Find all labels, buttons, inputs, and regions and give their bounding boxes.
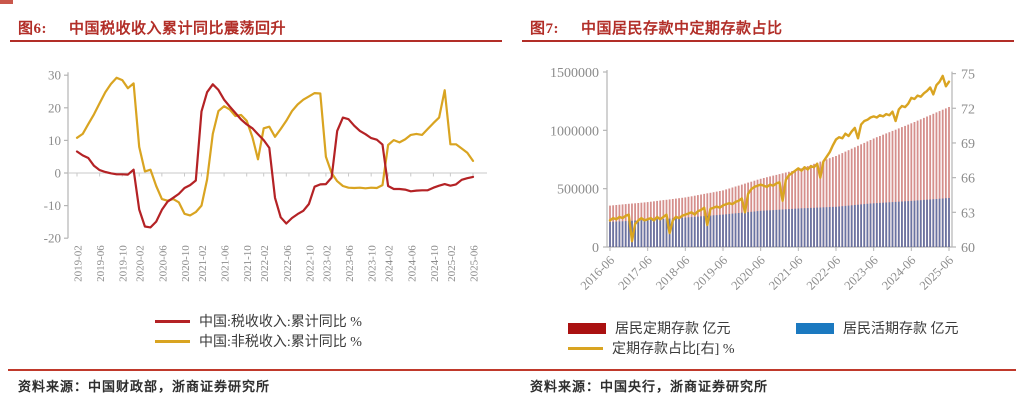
fig7-legend: 居民定期存款 亿元 居民活期存款 亿元 定期存款占比[右] % [568, 318, 1008, 358]
svg-text:2020-06: 2020-06 [157, 245, 169, 282]
figures-bottom-rule [8, 369, 1016, 371]
svg-text:2024-02: 2024-02 [384, 245, 396, 282]
svg-text:2025-06: 2025-06 [469, 245, 481, 282]
fig6-title-prefix: 图6: [18, 21, 47, 37]
page-corner-mark [0, 0, 13, 4]
svg-text:75: 75 [961, 68, 975, 83]
fig7-bar-line-chart: 0 500000 1000000 1500000 60 63 66 69 72 75 2016-06… [550, 66, 975, 293]
svg-text:2020-06: 2020-06 [728, 253, 767, 292]
svg-text:2023-02: 2023-02 [321, 245, 333, 282]
svg-text:72: 72 [961, 102, 975, 117]
svg-text:2024-10: 2024-10 [429, 245, 441, 282]
svg-text:63: 63 [961, 206, 975, 221]
svg-text:2019-10: 2019-10 [118, 245, 130, 282]
svg-text:2021-06: 2021-06 [220, 245, 232, 282]
svg-text:2019-02: 2019-02 [73, 245, 85, 282]
svg-text:2022-06: 2022-06 [804, 253, 843, 292]
fig6-legend-tax-line-swatch [155, 319, 190, 323]
fig6-title-rule [10, 40, 502, 42]
svg-text:2019-06: 2019-06 [691, 253, 730, 292]
fig7-legend-item-time-deposit: 居民定期存款 亿元 [568, 318, 796, 338]
svg-text:2024-06: 2024-06 [406, 245, 418, 282]
svg-text:66: 66 [961, 172, 975, 187]
svg-text:10: 10 [48, 133, 61, 148]
fig7-legend-demand-deposit-label: 居民活期存款 亿元 [843, 322, 959, 337]
svg-text:2021-02: 2021-02 [197, 245, 209, 282]
fig6-legend-nontax-line-swatch [155, 339, 190, 343]
svg-text:2023-10: 2023-10 [367, 245, 379, 282]
svg-text:2016-06: 2016-06 [578, 253, 617, 292]
svg-text:2022-06: 2022-06 [282, 245, 294, 282]
fig6-title: 图6: 中国税收收入累计同比震荡回升 [18, 17, 286, 38]
svg-text:2024-06: 2024-06 [879, 253, 918, 292]
fig6-source-prefix: 资料来源： [18, 379, 89, 394]
fig6-legend-item-tax: 中国:税收收入:累计同比 % [155, 311, 362, 331]
svg-text:2021-10: 2021-10 [242, 245, 254, 282]
fig7-legend-share-line-swatch [568, 346, 603, 350]
svg-text:2021-06: 2021-06 [766, 253, 805, 292]
svg-text:2023-06: 2023-06 [344, 245, 356, 282]
fig6-source-text: 中国财政部，浙商证券研究所 [88, 379, 271, 394]
fig7-legend-share-label: 定期存款占比[右] % [612, 342, 735, 357]
svg-text:2020-02: 2020-02 [135, 245, 147, 282]
svg-text:2025-06: 2025-06 [917, 253, 956, 292]
svg-text:2017-06: 2017-06 [615, 253, 654, 292]
svg-text:20: 20 [48, 100, 61, 115]
figure-6-tax-revenue: 图6: 中国税收收入累计同比震荡回升 30 20 10 0 -10 -20 2019-02 20… [10, 17, 502, 395]
svg-text:1000000: 1000000 [550, 124, 599, 139]
svg-text:2018-06: 2018-06 [653, 253, 692, 292]
fig7-legend-time-deposit-swatch [568, 322, 606, 334]
fig7-title-rule [522, 40, 1014, 42]
fig7-title-text: 中国居民存款中定期存款占比 [581, 21, 783, 37]
svg-text:2020-10: 2020-10 [180, 245, 192, 282]
fig6-legend: 中国:税收收入:累计同比 % 中国:非税收入:累计同比 % [155, 311, 362, 351]
fig7-legend-time-deposit-label: 居民定期存款 亿元 [615, 322, 731, 337]
svg-text:60: 60 [961, 241, 975, 256]
svg-text:2019-06: 2019-06 [95, 245, 107, 282]
svg-text:0: 0 [55, 166, 62, 181]
svg-text:69: 69 [961, 137, 975, 152]
svg-text:2023-06: 2023-06 [841, 253, 880, 292]
svg-text:30: 30 [48, 68, 61, 83]
fig6-title-text: 中国税收收入累计同比震荡回升 [69, 21, 287, 37]
svg-text:500000: 500000 [557, 183, 599, 198]
fig7-legend-row-1: 居民定期存款 亿元 居民活期存款 亿元 [568, 318, 1008, 338]
fig7-title-prefix: 图7: [530, 21, 559, 37]
svg-text:2022-10: 2022-10 [304, 245, 316, 282]
fig7-source-prefix: 资料来源： [530, 379, 601, 394]
fig6-legend-item-nontax: 中国:非税收入:累计同比 % [155, 331, 362, 351]
fig7-legend-item-demand-deposit: 居民活期存款 亿元 [796, 318, 959, 338]
fig7-title: 图7: 中国居民存款中定期存款占比 [530, 17, 783, 38]
fig7-legend-item-share: 定期存款占比[右] % [568, 338, 1008, 358]
svg-text:-20: -20 [44, 231, 61, 246]
fig7-legend-demand-deposit-swatch [796, 322, 834, 334]
fig6-legend-nontax-label: 中国:非税收入:累计同比 % [199, 335, 362, 350]
fig6-line-chart: 30 20 10 0 -10 -20 2019-02 2019-06 2019-10 2020-0… [44, 68, 487, 282]
svg-text:1500000: 1500000 [550, 66, 599, 81]
fig7-source-text: 中国央行，浙商证券研究所 [600, 379, 769, 394]
svg-text:2022-02: 2022-02 [259, 245, 271, 282]
svg-text:0: 0 [592, 241, 599, 256]
fig6-legend-tax-label: 中国:税收收入:累计同比 % [199, 315, 362, 330]
fig6-source: 资料来源：中国财政部，浙商证券研究所 [18, 376, 270, 395]
svg-text:-10: -10 [44, 198, 61, 213]
fig7-source: 资料来源：中国央行，浙商证券研究所 [530, 376, 768, 395]
svg-text:2025-02: 2025-02 [446, 245, 458, 282]
figure-7-deposit-share: 图7: 中国居民存款中定期存款占比 0 500000 1000000 1500000 60… [512, 0, 1024, 404]
